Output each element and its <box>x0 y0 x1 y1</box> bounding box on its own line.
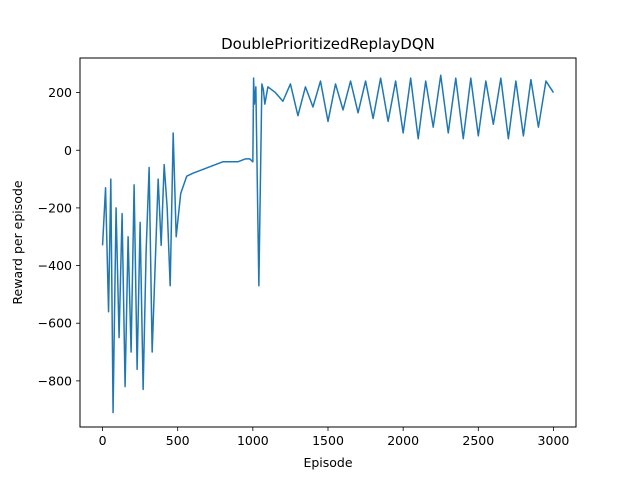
x-tick-label: 3000 <box>538 433 570 448</box>
x-axis: 0 500 1000 1500 2000 2500 3000 <box>99 427 570 448</box>
x-tick-label: 2000 <box>387 433 419 448</box>
y-axis-title: Reward per episode <box>10 180 25 304</box>
y-tick-label: 0 <box>64 143 72 158</box>
x-axis-title: Episode <box>303 455 352 470</box>
x-tick-label: 0 <box>99 433 107 448</box>
y-tick-label: −400 <box>38 258 72 273</box>
y-tick-label: 200 <box>48 85 72 100</box>
x-tick-label: 1000 <box>237 433 269 448</box>
y-tick-label: −800 <box>38 373 72 388</box>
chart-title: DoublePrioritizedReplayDQN <box>221 35 435 53</box>
x-tick-label: 1500 <box>312 433 344 448</box>
y-tick-label: −600 <box>38 316 72 331</box>
y-axis: −800 −600 −400 −200 0 200 <box>38 85 80 388</box>
y-tick-label: −200 <box>38 200 72 215</box>
x-tick-label: 2500 <box>462 433 494 448</box>
series-line-0 <box>101 74 555 414</box>
plot-layer <box>101 74 555 414</box>
x-tick-label: 500 <box>166 433 190 448</box>
